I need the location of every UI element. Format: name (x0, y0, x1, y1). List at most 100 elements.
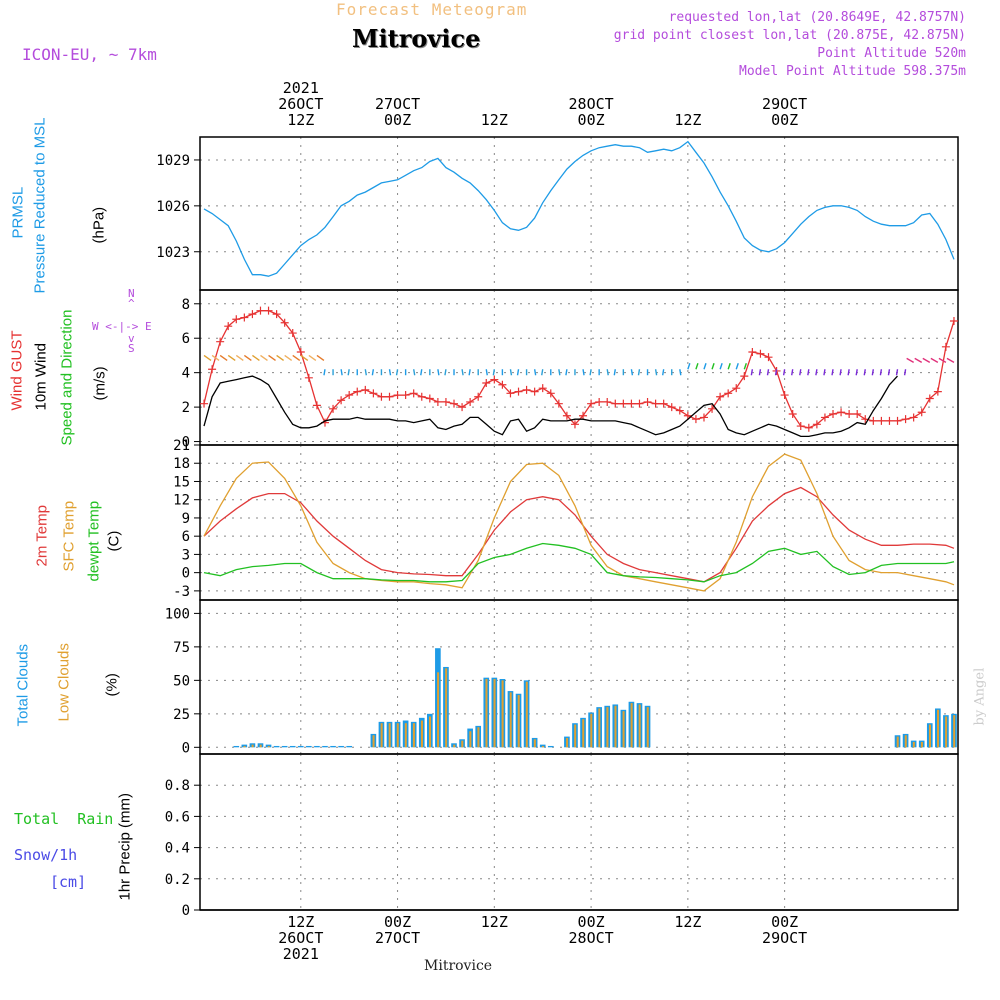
gust-point (393, 391, 402, 400)
wind-direction-arrow (235, 354, 244, 362)
gust-point (732, 384, 741, 393)
gust-point (482, 379, 491, 387)
y-tick-label: 0.4 (165, 841, 190, 857)
gust-point (853, 410, 862, 418)
time-axis-label: 12Z (648, 80, 728, 128)
time-axis-label: 00Z 27OCT (358, 914, 438, 962)
gust-point (748, 348, 757, 356)
wind-direction-arrow (847, 369, 850, 376)
wind-direction-arrow (388, 369, 392, 376)
low-cloud-bar (566, 737, 569, 748)
time-axis-label-line: 00Z (384, 111, 412, 129)
gust-point (893, 416, 902, 425)
gust-point (304, 373, 313, 382)
gust-point (272, 310, 281, 319)
wind-direction-arrow (582, 369, 585, 376)
snow-unit-label: [cm] (50, 873, 87, 891)
time-axis-label-line: 29OCT (762, 929, 808, 947)
gust-point (490, 375, 499, 384)
total-cloud-bar (233, 745, 240, 748)
y-tick-label: 15 (173, 474, 190, 490)
gust-point (716, 392, 725, 401)
gridpoint-coords: grid point closest lon,lat (20.875E, 42.… (613, 28, 966, 43)
panel-frame (199, 753, 959, 911)
wind-direction-arrow (906, 357, 914, 363)
time-axis-label-line: 28OCT (568, 929, 614, 947)
gust-point (240, 313, 249, 322)
gust-point (401, 391, 410, 400)
wind-direction-arrow (252, 354, 260, 362)
y-tick-label: 12 (173, 493, 190, 509)
wind-direction-arrow (774, 369, 778, 376)
wind-direction-arrow (938, 357, 947, 363)
gust-point (345, 391, 354, 400)
wind-direction-arrow (637, 369, 641, 376)
gust-point (619, 399, 628, 408)
time-axis-label: 12Z (454, 914, 534, 962)
time-axis-label-line: 12Z (674, 913, 702, 931)
panel-frame (199, 289, 959, 446)
panel-frame (199, 444, 959, 601)
gust-point (248, 310, 257, 319)
compass-north-letter: N (128, 287, 135, 300)
gust-point (224, 322, 233, 331)
low-cloud-bar (622, 711, 625, 748)
low-cloud-bar (517, 695, 520, 748)
time-axis-label: 29OCT 00Z (745, 80, 825, 128)
time-axis-label-line: 12Z (287, 913, 315, 931)
wind-direction-arrow (654, 369, 658, 376)
wind-direction-arrow (420, 369, 423, 376)
time-axis-label-line: 00Z (771, 111, 799, 129)
gust-point (288, 329, 297, 338)
wind-direction-arrow (630, 369, 634, 376)
gust-point (909, 413, 918, 422)
wind-direction-arrow (766, 369, 770, 376)
gust-point (280, 318, 289, 327)
gust-line (203, 310, 955, 429)
wind-direction-arrow (719, 363, 723, 370)
gust-point (474, 392, 483, 401)
gust-point (635, 399, 644, 408)
wind-direction-arrow (219, 354, 228, 362)
total-cloud-bar (346, 745, 353, 748)
compass-south: v S (128, 333, 135, 354)
gust-point (208, 365, 217, 374)
low-cloud-bar (598, 708, 601, 748)
wind-direction-arrow (468, 369, 471, 376)
wind-direction-arrow (268, 354, 276, 362)
y-tick-label: -3 (173, 584, 190, 600)
y-tick-label: 1026 (156, 199, 190, 215)
wind-direction-arrow (750, 369, 754, 376)
wind-direction-arrow (695, 363, 699, 370)
gust-point (256, 306, 265, 315)
time-axis-label: 00Z 28OCT (551, 914, 631, 962)
gust-point (579, 411, 588, 420)
wind-direction-arrow (284, 354, 293, 362)
gust-point (538, 384, 547, 393)
wind-direction-arrow (516, 369, 520, 376)
wind-direction-arrow (823, 369, 826, 376)
low-cloud-bar (582, 719, 585, 748)
gust-point (659, 399, 668, 408)
wind-direction-arrow (930, 357, 939, 363)
low-cloud-bar (251, 744, 254, 748)
y-tick-label: 3 (182, 547, 190, 563)
gust-point (417, 392, 426, 401)
wind-direction-arrow (211, 354, 220, 362)
low-cloud-bar (541, 745, 544, 748)
y-tick-label: 4 (182, 366, 190, 382)
wind-direction-arrow (347, 369, 350, 376)
y-tick-label: 50 (173, 673, 190, 689)
time-axis-label: 00Z 29OCT (745, 914, 825, 962)
time-axis-label-line: 2021 (282, 945, 319, 963)
low-cloud-bar (937, 709, 940, 748)
wind-direction-arrow (799, 369, 802, 376)
gust-point (611, 399, 620, 408)
low-cloud-bar (372, 735, 375, 748)
wind-direction-arrow (509, 369, 513, 376)
low-cloud-bar (429, 716, 432, 748)
y-tick-label: 0 (182, 566, 190, 582)
low-cloud-bar (477, 727, 480, 748)
gust-point (643, 397, 652, 406)
gust-point (724, 389, 733, 398)
